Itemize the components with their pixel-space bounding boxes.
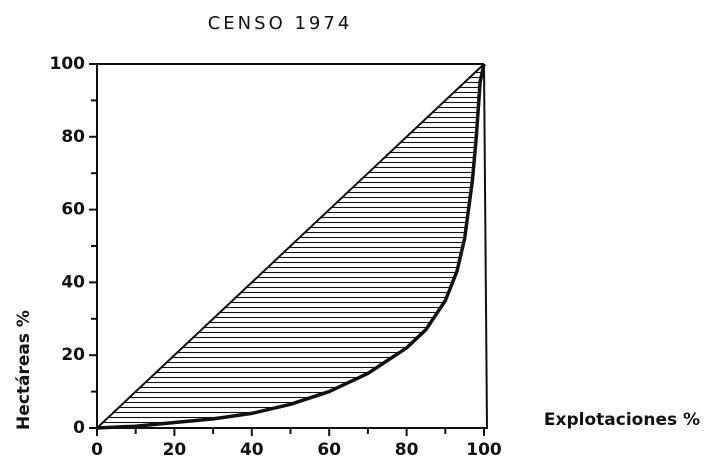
- x-tick-label: 60: [317, 440, 341, 460]
- x-tick-label: 80: [395, 440, 419, 460]
- y-tick-label: 80: [61, 127, 85, 147]
- y-tick-label: 20: [61, 345, 85, 365]
- frame-right: [483, 63, 488, 429]
- y-tick-label: 60: [61, 200, 85, 220]
- y-tick-label: 40: [61, 272, 85, 292]
- y-axis-label: Hectáreas %: [14, 310, 34, 430]
- x-axis-label: Explotaciones %: [544, 410, 700, 430]
- y-tick-label: 0: [73, 418, 85, 438]
- equality-line: [96, 63, 485, 429]
- lorenz-curve: [96, 63, 486, 430]
- x-tick-label: 100: [466, 440, 502, 460]
- x-tick-label: 20: [163, 440, 187, 460]
- y-tick-label: 100: [50, 54, 86, 74]
- x-tick-label: 40: [240, 440, 264, 460]
- x-tick-label: 0: [91, 440, 103, 460]
- chart-title: CENSO 1974: [208, 13, 353, 34]
